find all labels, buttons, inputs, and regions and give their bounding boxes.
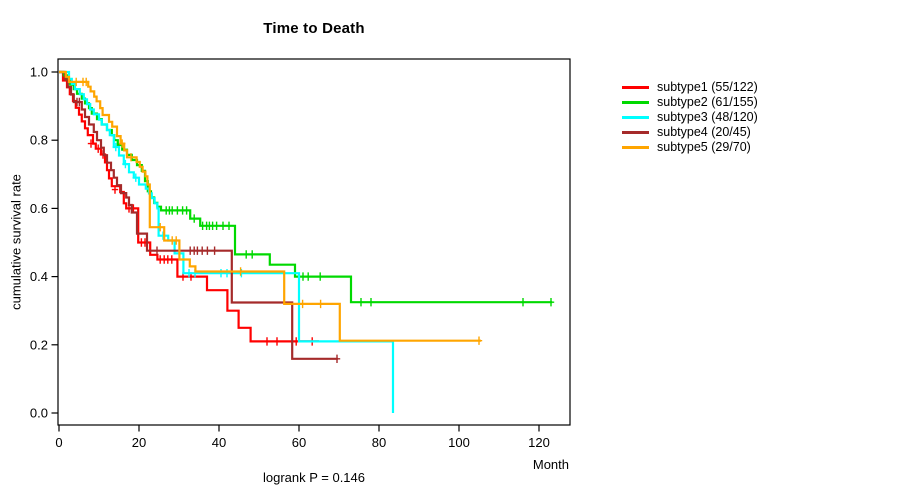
plot-border	[57, 58, 571, 426]
y-tick-label: 0.6	[30, 201, 48, 216]
censor-marks-subtype3	[112, 142, 245, 278]
x-tick-label: 40	[212, 435, 226, 450]
x-tick-label: 0	[55, 435, 62, 450]
legend-label: subtype1 (55/122)	[657, 80, 758, 94]
x-tick-label: 120	[528, 435, 550, 450]
legend-swatch-subtype2	[622, 101, 649, 104]
km-curve-subtype4	[59, 70, 338, 360]
x-axis-label: Month	[532, 457, 569, 472]
legend-item-subtype1: subtype1 (55/122)	[622, 80, 758, 95]
page-title: Time to Death	[263, 20, 365, 37]
legend-swatch-subtype4	[622, 131, 649, 134]
censor-marks-subtype4	[73, 97, 341, 363]
km-curve-subtype5	[59, 70, 481, 342]
x-tick-label: 80	[372, 435, 386, 450]
y-tick-label: 1.0	[30, 65, 48, 80]
legend-swatch-subtype1	[622, 86, 649, 89]
legend-label: subtype2 (61/155)	[657, 95, 758, 109]
legend-swatch-subtype5	[622, 146, 649, 149]
legend-item-subtype2: subtype2 (61/155)	[622, 95, 758, 110]
censor-marks-subtype1	[87, 139, 316, 346]
censor-marks-subtype5	[73, 77, 483, 345]
km-curve-subtype3	[59, 70, 395, 413]
logrank-annotation: logrank P = 0.146	[262, 470, 366, 485]
legend: subtype1 (55/122) subtype2 (61/155) subtyp…	[622, 80, 758, 155]
km-curve-subtype1	[59, 70, 319, 343]
legend-item-subtype3: subtype3 (48/120)	[622, 110, 758, 125]
x-tick-label: 100	[448, 435, 470, 450]
legend-item-subtype4: subtype4 (20/45)	[622, 125, 758, 140]
y-tick-label: 0.4	[30, 269, 48, 284]
x-tick-label: 20	[132, 435, 146, 450]
km-curve-subtype2	[59, 70, 553, 304]
y-tick-label: 0.2	[30, 337, 48, 352]
y-axis-label: cumulative survival rate	[8, 174, 24, 310]
y-tick-label: 0.8	[30, 133, 48, 148]
y-tick-label: 0.0	[30, 406, 48, 421]
x-tick-label: 60	[292, 435, 306, 450]
legend-item-subtype5: subtype5 (29/70)	[622, 140, 758, 155]
legend-label: subtype4 (20/45)	[657, 125, 751, 139]
censor-marks-subtype2	[163, 206, 555, 307]
legend-swatch-subtype3	[622, 116, 649, 119]
legend-label: subtype3 (48/120)	[657, 110, 758, 124]
legend-label: subtype5 (29/70)	[657, 140, 751, 154]
